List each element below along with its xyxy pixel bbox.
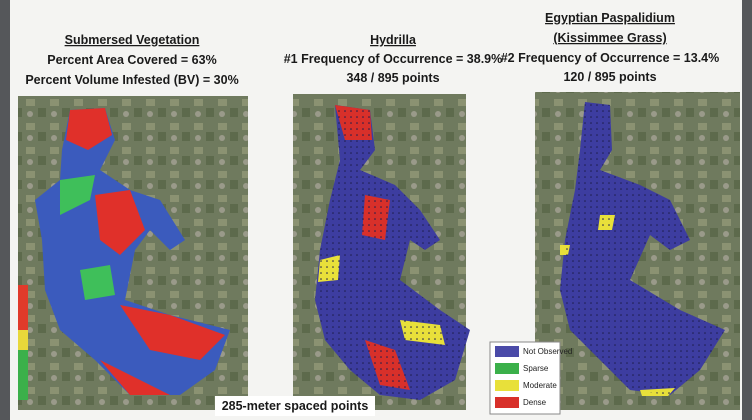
- dense-area: [66, 108, 225, 395]
- legend-label: Moderate: [523, 381, 557, 390]
- color-scale: [18, 330, 28, 350]
- legend-swatch: [495, 346, 519, 357]
- panel-line: Percent Area Covered = 63%: [47, 53, 216, 67]
- panel-line: #1 Frequency of Occurrence = 38.9%: [284, 52, 503, 66]
- legend-swatch: [495, 363, 519, 374]
- board-edge: [0, 0, 10, 420]
- legend-label: Not Observed: [523, 347, 572, 356]
- legend-label: Sparse: [523, 364, 549, 373]
- footnote: 285-meter spaced points: [222, 399, 369, 413]
- sample-points: [560, 102, 725, 395]
- panel-title: Submersed Vegetation: [65, 33, 200, 47]
- legend-label: Dense: [523, 398, 547, 407]
- panel-line: Percent Volume Infested (BV) = 30%: [25, 73, 238, 87]
- sparse-area: [60, 175, 115, 300]
- sample-points: [315, 105, 470, 400]
- legend-swatch: [495, 380, 519, 391]
- panel-line: 348 / 895 points: [346, 71, 439, 85]
- panel-line: 120 / 895 points: [563, 70, 656, 84]
- panel-line: #2 Frequency of Occurrence = 13.4%: [501, 51, 720, 65]
- panel-title: Egyptian Paspalidium: [545, 11, 675, 25]
- footnote-box: [215, 396, 375, 416]
- panel-subtitle: (Kissimmee Grass): [553, 31, 666, 45]
- color-scale: [18, 285, 28, 330]
- panel-title: Hydrilla: [370, 33, 417, 47]
- legend-swatch: [495, 397, 519, 408]
- board-edge: [742, 0, 752, 420]
